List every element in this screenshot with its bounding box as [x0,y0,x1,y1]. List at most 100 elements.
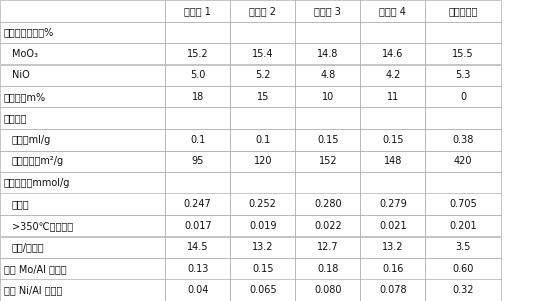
Text: 待生剂 1: 待生剂 1 [184,6,211,16]
Bar [0,43,165,64]
Text: 120: 120 [254,156,272,166]
Text: 0.60: 0.60 [453,264,474,274]
Text: 0: 0 [460,92,466,102]
Bar [360,64,425,86]
Bar [295,129,360,150]
Bar [165,107,230,129]
Bar [0,107,165,129]
Bar [360,172,425,194]
Text: 0.279: 0.279 [379,199,407,209]
Bar [295,107,360,129]
Text: 0.022: 0.022 [314,221,342,231]
Bar [165,280,230,301]
Text: 表面 Mo/Al 原子比: 表面 Mo/Al 原子比 [4,264,66,274]
Bar [230,0,295,21]
Bar [165,43,230,64]
Bar [165,129,230,150]
Text: 0.705: 0.705 [449,199,477,209]
Bar [360,107,425,129]
Bar [230,172,295,194]
Text: 0.1: 0.1 [190,135,205,145]
Bar [360,194,425,215]
Text: 148: 148 [384,156,402,166]
Text: 0.021: 0.021 [379,221,407,231]
Bar [165,64,230,86]
Text: 孔容，ml/g: 孔容，ml/g [12,135,51,145]
Text: NiO: NiO [12,70,29,80]
Text: 新鲜催化剂: 新鲜催化剂 [448,6,478,16]
Bar [360,280,425,301]
Text: 0.017: 0.017 [184,221,212,231]
Bar [230,86,295,107]
Text: 待生剂 3: 待生剂 3 [314,6,341,16]
Bar [230,21,295,43]
Text: 5.3: 5.3 [456,70,471,80]
Text: 0.280: 0.280 [314,199,342,209]
Text: 待生剂 2: 待生剂 2 [249,6,276,16]
Bar [230,43,295,64]
Bar [425,86,501,107]
Bar [425,215,501,237]
Text: 含炭量，m%: 含炭量，m% [4,92,46,102]
Text: 0.16: 0.16 [382,264,403,274]
Bar [230,237,295,258]
Bar [230,107,295,129]
Text: 0.252: 0.252 [249,199,277,209]
Text: 0.247: 0.247 [184,199,212,209]
Bar [165,86,230,107]
Bar [295,194,360,215]
Bar [295,215,360,237]
Text: 420: 420 [454,156,472,166]
Bar [425,107,501,129]
Bar [360,129,425,150]
Bar [230,258,295,280]
Text: 10: 10 [322,92,334,102]
Text: 5.0: 5.0 [190,70,205,80]
Bar [425,64,501,86]
Text: 红外酸量，mmol/g: 红外酸量，mmol/g [4,178,70,188]
Bar [360,215,425,237]
Bar [0,21,165,43]
Bar [0,237,165,258]
Bar [230,64,295,86]
Text: 0.15: 0.15 [382,135,403,145]
Bar [360,150,425,172]
Bar [360,43,425,64]
Bar [0,86,165,107]
Text: 4.2: 4.2 [385,70,400,80]
Text: 0.1: 0.1 [255,135,270,145]
Bar [425,129,501,150]
Bar [230,194,295,215]
Text: 15.4: 15.4 [252,49,273,59]
Text: 13.2: 13.2 [252,242,273,252]
Bar [295,86,360,107]
Bar [165,150,230,172]
Text: 5.2: 5.2 [255,70,271,80]
Bar [425,258,501,280]
Bar [295,21,360,43]
Bar [425,43,501,64]
Bar [425,172,501,194]
Text: 0.019: 0.019 [249,221,277,231]
Text: 活性金属含量，%: 活性金属含量，% [4,27,54,37]
Text: 15.5: 15.5 [453,49,474,59]
Bar [230,280,295,301]
Text: 14.5: 14.5 [187,242,208,252]
Text: 表面性质: 表面性质 [4,113,27,123]
Bar [230,150,295,172]
Bar [295,237,360,258]
Text: 18: 18 [192,92,204,102]
Bar [295,172,360,194]
Bar [425,21,501,43]
Text: 95: 95 [191,156,204,166]
Text: 总酸/强酸比: 总酸/强酸比 [12,242,44,252]
Bar [295,43,360,64]
Bar [230,215,295,237]
Bar [425,150,501,172]
Text: 0.15: 0.15 [317,135,338,145]
Text: 0.15: 0.15 [252,264,273,274]
Text: 0.078: 0.078 [379,285,407,295]
Text: 0.080: 0.080 [314,285,342,295]
Bar [295,150,360,172]
Text: 0.201: 0.201 [449,221,477,231]
